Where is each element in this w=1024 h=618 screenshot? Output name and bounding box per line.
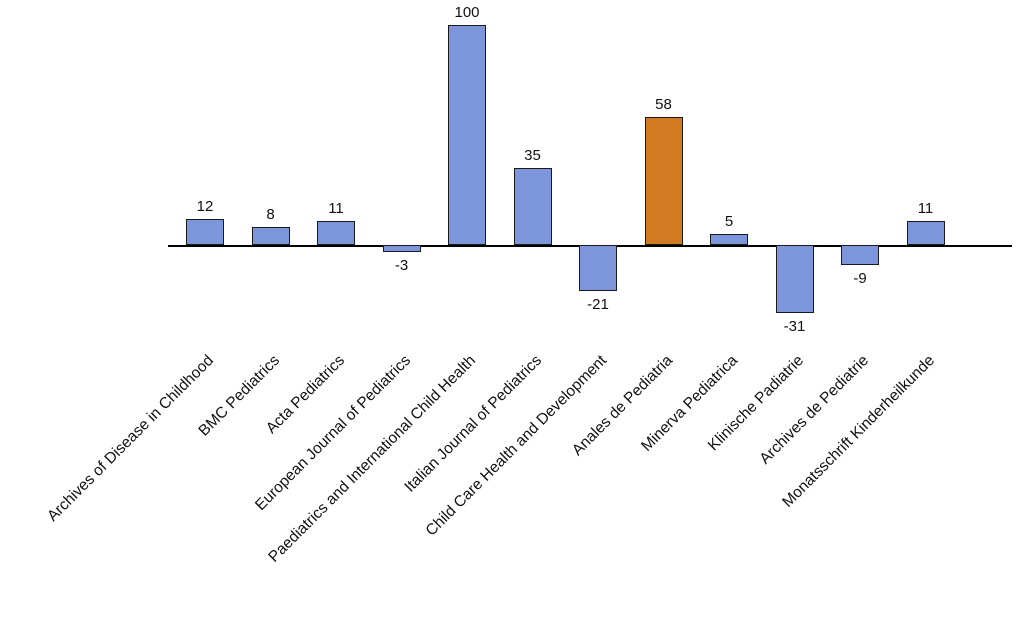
bar xyxy=(448,25,486,245)
bar-value-label: 11 xyxy=(328,199,344,217)
bar xyxy=(841,245,879,265)
category-label: Monatsschrift Kinderheilkunde xyxy=(778,352,938,511)
category-label: Acta Pediatrics xyxy=(262,352,349,438)
bar-value-label: -3 xyxy=(394,256,409,274)
category-label: Archives de Pediatrie xyxy=(756,352,873,468)
bar-value-label: -9 xyxy=(853,269,867,287)
bar xyxy=(382,245,421,252)
category-label: Minerva Pediatrica xyxy=(638,352,742,455)
bar-value-label: 35 xyxy=(524,147,541,164)
bar-value-label: 11 xyxy=(917,199,934,217)
category-label: Klinische Padiatrie xyxy=(704,352,807,455)
bar-value-label: 8 xyxy=(266,206,275,224)
category-label: BMC Pediatrics xyxy=(194,352,283,440)
bar-value-label: -21 xyxy=(587,296,609,314)
category-label: Child Care Health and Development xyxy=(422,352,611,540)
bar xyxy=(186,218,224,245)
category-label: European Journal of Pediatrics xyxy=(251,352,414,514)
bar xyxy=(513,168,552,245)
category-label: Paediatrics and International Child Heal… xyxy=(265,352,480,566)
bar-value-label: -31 xyxy=(783,318,806,336)
bar xyxy=(775,245,814,314)
bar-value-label: 58 xyxy=(655,96,672,114)
bar xyxy=(317,220,355,245)
bar xyxy=(579,245,617,292)
category-label: Italian Journal of Pediatrics xyxy=(400,352,545,496)
bar xyxy=(251,227,290,245)
bar xyxy=(710,234,748,245)
bar-value-label: 100 xyxy=(454,4,480,21)
bar xyxy=(644,117,683,245)
bar-value-label: 5 xyxy=(724,213,734,230)
bar-value-label: 12 xyxy=(196,197,214,215)
category-label: Anales de Pediatria xyxy=(568,352,676,460)
bar xyxy=(906,220,945,245)
